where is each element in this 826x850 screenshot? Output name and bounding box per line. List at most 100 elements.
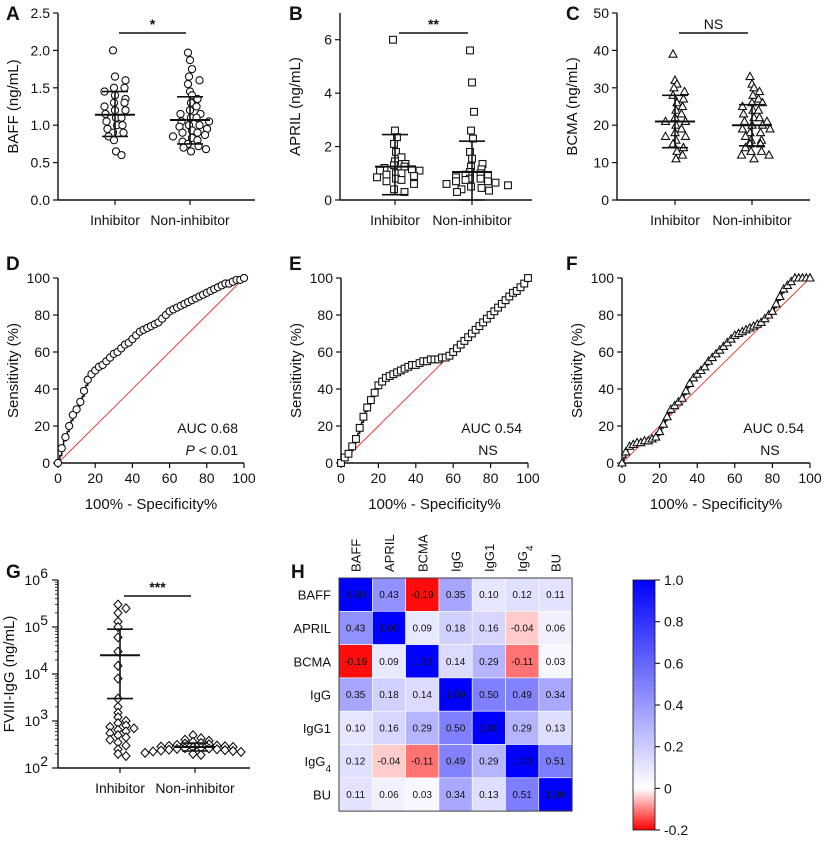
y-tick-label: 40 — [317, 381, 333, 397]
roc-point — [355, 423, 364, 432]
heatmap-cell-value: -0.19 — [411, 590, 434, 601]
y-axis-label: FVIII-IgG (ng/mL) — [1, 616, 18, 733]
data-point — [765, 123, 775, 133]
colorbar-tick-label: 0.4 — [664, 697, 684, 713]
heatmap-cell — [338, 744, 373, 779]
data-point — [164, 744, 174, 755]
data-point — [121, 740, 131, 751]
data-point — [120, 83, 129, 92]
data-point — [754, 86, 765, 96]
heatmap-frame — [338, 577, 573, 812]
column-label: APRIL — [382, 534, 397, 572]
roc-point — [53, 458, 63, 468]
y-tick-label: 40 — [593, 42, 609, 58]
label-main: IgG — [515, 551, 530, 572]
heatmap-cell-value: 0.35 — [446, 590, 466, 601]
y-tick-label: 0 — [606, 455, 614, 471]
panel-A: 0.0 0.5 1.0 1.5 2.0 2.5 Inhibitor Non-inhibitor… — [5, 5, 255, 228]
data-point — [204, 117, 214, 126]
data-point — [390, 161, 398, 170]
roc-point — [352, 434, 360, 443]
y-tick-label: 10 — [24, 666, 40, 682]
column-label: IgG — [449, 551, 464, 572]
data-point — [415, 166, 424, 175]
heatmap-cell-value: -0.04 — [378, 757, 401, 768]
data-point — [676, 108, 687, 118]
heatmap-cell — [471, 577, 506, 612]
data-point — [669, 82, 679, 92]
data-point — [660, 131, 671, 140]
heatmap-cell-value: 0.09 — [379, 657, 399, 668]
y-tick-exponent: 5 — [40, 612, 48, 628]
heatmap-cell-value: 0.03 — [413, 790, 433, 801]
roc-point — [344, 449, 353, 458]
roc-point — [654, 426, 665, 436]
data-point — [738, 108, 749, 118]
data-point — [184, 72, 194, 81]
y-tick-label: 20 — [598, 418, 614, 434]
column-label: IgG1 — [482, 544, 497, 572]
row-label: IgG1 — [303, 721, 331, 736]
data-point — [453, 188, 461, 196]
panel-letter-D: D — [6, 254, 20, 275]
y-axis-label: BCMA (ng/mL) — [564, 57, 581, 155]
heatmap-cell-value: 1.00 — [379, 623, 399, 634]
panel-C: 0 10 20 30 40 50 Inhibitor Non-inhibitor BCMA (n… — [564, 5, 810, 228]
heatmap-cell — [505, 710, 540, 745]
x-tick-label: Inhibitor — [650, 212, 700, 228]
data-point — [121, 603, 131, 614]
y-tick-label: 2 — [324, 139, 332, 155]
heatmap-cell-value: 0.51 — [546, 757, 566, 768]
y-tick-exponent: 6 — [40, 565, 48, 581]
data-point — [196, 749, 206, 761]
heatmap-cell — [438, 744, 473, 779]
data-point — [392, 147, 400, 156]
panel-letter-C: C — [566, 4, 580, 25]
y-tick-label: 10 — [24, 572, 40, 588]
heatmap-cell-value: 0.50 — [479, 690, 499, 701]
heatmap-cell — [505, 577, 540, 612]
data-point — [111, 147, 121, 156]
data-point — [410, 172, 418, 180]
heatmap-cell-value: 0.12 — [346, 757, 366, 768]
data-point — [236, 746, 246, 758]
data-point — [671, 119, 681, 129]
x-tick-label: Inhibitor — [370, 212, 420, 228]
auc-label: AUC 0.68 — [177, 420, 238, 436]
heatmap-cell — [438, 610, 473, 645]
y-tick-label: 100 — [27, 270, 51, 286]
data-point — [185, 55, 195, 65]
x-axis-label: 100% - Specificity% — [85, 496, 218, 513]
data-point — [442, 180, 451, 188]
significance-label: *** — [149, 579, 166, 595]
data-point — [113, 632, 123, 643]
heatmap-cell-value: 0.49 — [446, 757, 466, 768]
data-point — [120, 98, 129, 107]
data-point — [679, 86, 690, 96]
roc-point — [68, 410, 78, 420]
heatmap-cell-value: 0.12 — [512, 590, 532, 601]
label-sub: 4 — [325, 764, 331, 775]
y-axis-label: APRIL (ng/mL) — [287, 57, 304, 156]
data-point — [740, 131, 751, 140]
x-tick-label: 80 — [199, 470, 215, 486]
heatmap-cell — [338, 710, 373, 745]
heatmap-cell — [505, 644, 540, 679]
colorbar-tick-label: 0.8 — [664, 614, 684, 630]
data-point — [466, 46, 474, 55]
heatmap-cell — [405, 644, 440, 679]
panel-letter-G: G — [6, 562, 21, 583]
data-point — [756, 146, 767, 155]
column-label: BCMA — [415, 534, 430, 572]
heatmap-cell — [371, 710, 406, 745]
y-tick-label: 20 — [317, 418, 333, 434]
data-point — [390, 139, 398, 148]
row-label: BCMA — [293, 654, 331, 669]
heatmap-cell — [538, 777, 573, 812]
heatmap-cell-value: 0.29 — [512, 723, 532, 734]
y-tick-label: 60 — [34, 344, 50, 360]
data-point — [121, 76, 130, 85]
x-tick-label: 60 — [727, 470, 743, 486]
x-tick-label: Inhibitor — [90, 212, 140, 228]
